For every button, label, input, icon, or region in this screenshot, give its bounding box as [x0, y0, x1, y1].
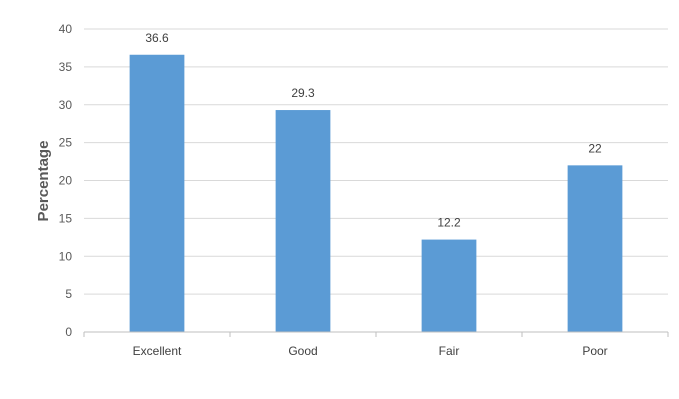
- bars: [129, 54, 623, 333]
- bar-fair: [421, 239, 477, 332]
- x-axis-categories: Excellent Good Fair Poor: [133, 344, 608, 358]
- y-tick-label: 10: [59, 249, 73, 263]
- bar-excellent: [129, 54, 185, 332]
- y-tick-label: 30: [59, 98, 73, 112]
- data-label: 29.3: [291, 86, 315, 100]
- x-category-label: Poor: [582, 344, 607, 358]
- x-axis: [83, 331, 669, 337]
- data-label: 36.6: [145, 31, 169, 45]
- y-axis-ticks: 0 5 10 15 20 25 30 35 40: [59, 22, 73, 339]
- y-tick-label: 0: [65, 325, 72, 339]
- y-tick-label: 25: [59, 136, 73, 150]
- y-tick-label: 35: [59, 60, 73, 74]
- data-label: 12.2: [437, 216, 461, 230]
- y-axis-title: Percentage: [35, 141, 52, 222]
- y-tick-label: 40: [59, 22, 73, 36]
- bar-good: [275, 110, 331, 333]
- x-category-label: Good: [288, 344, 317, 358]
- y-tick-label: 20: [59, 174, 73, 188]
- y-tick-label: 15: [59, 211, 73, 225]
- data-label: 22: [588, 141, 602, 155]
- data-labels: 36.6 29.3 12.2 22: [145, 31, 602, 230]
- y-tick-label: 5: [65, 287, 72, 301]
- x-category-label: Fair: [439, 344, 460, 358]
- x-category-label: Excellent: [133, 344, 182, 358]
- bar-poor: [567, 165, 623, 332]
